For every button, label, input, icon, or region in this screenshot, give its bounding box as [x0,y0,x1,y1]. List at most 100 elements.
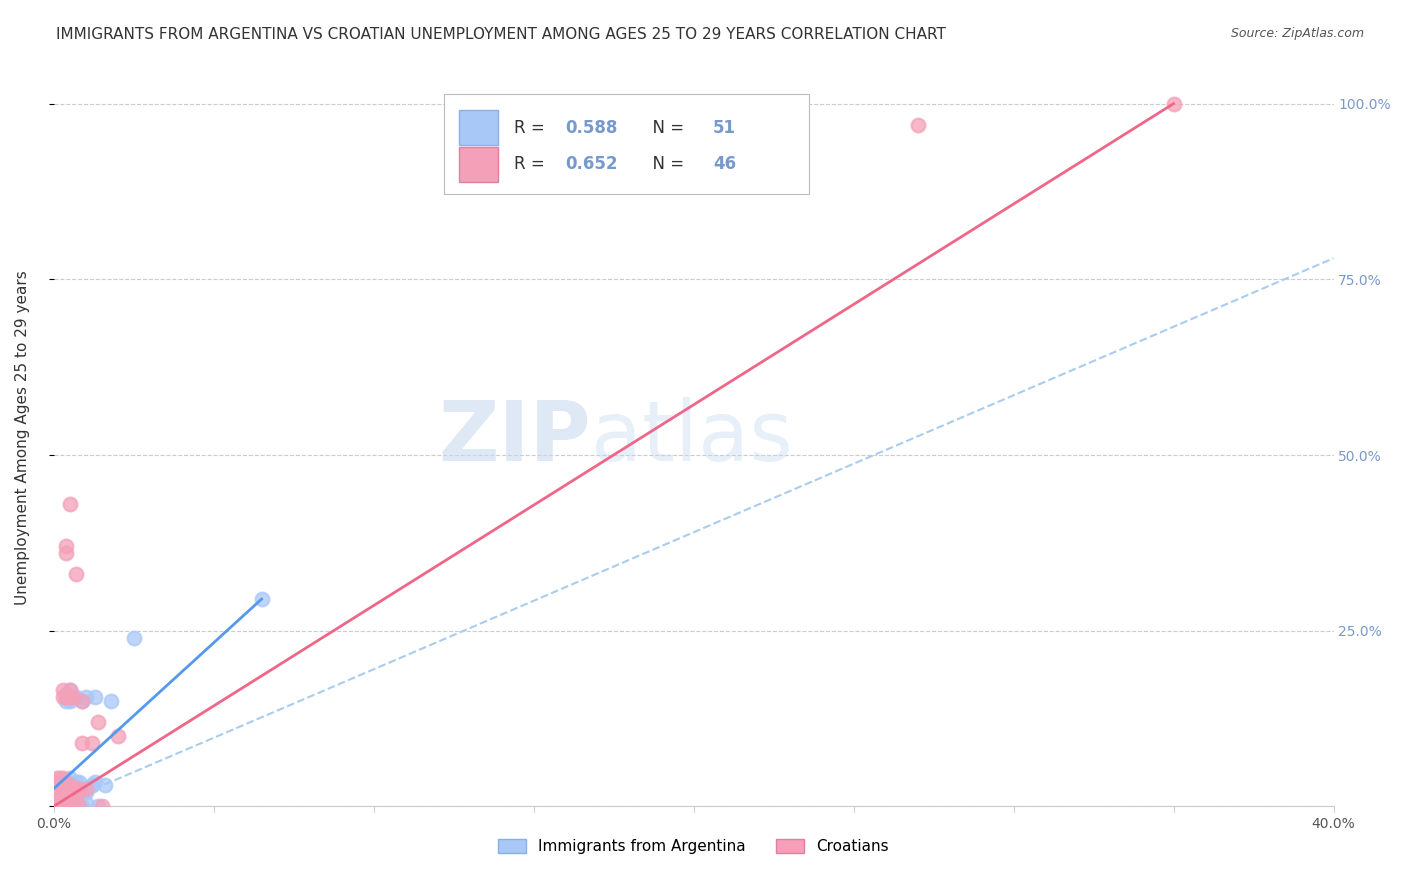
Point [907,118,929,132]
Point [52,781,75,796]
Point [42,799,65,814]
Point [59,778,82,792]
Point [52,683,75,698]
Point [52,799,75,814]
Point [250,592,273,607]
Point [65,789,87,803]
Point [52,789,75,803]
Text: R =: R = [515,119,550,136]
FancyBboxPatch shape [444,95,808,194]
Point [49,792,72,806]
Text: 46: 46 [713,155,735,173]
Point [55,792,77,806]
Point [59,683,82,698]
Text: IMMIGRANTS FROM ARGENTINA VS CROATIAN UNEMPLOYMENT AMONG AGES 25 TO 29 YEARS COR: IMMIGRANTS FROM ARGENTINA VS CROATIAN UN… [56,27,946,42]
Point [72,799,94,814]
Point [45,796,67,810]
Y-axis label: Unemployment Among Ages 25 to 29 years: Unemployment Among Ages 25 to 29 years [15,270,30,605]
Point [87,799,110,814]
Point [55,799,77,814]
Point [45,799,67,814]
Point [67,781,90,796]
Point [72,694,94,708]
Point [65,799,87,814]
Point [84,690,107,705]
Point [52,785,75,799]
Point [49,799,72,814]
Point [52,792,75,806]
Point [59,497,82,511]
Point [52,690,75,705]
Point [62,785,84,799]
Text: 0.652: 0.652 [565,155,619,173]
Point [55,540,77,554]
Point [65,785,87,799]
Text: 0.588: 0.588 [565,119,619,136]
Point [100,694,122,708]
Point [1163,96,1185,111]
Point [65,781,87,796]
Point [55,690,77,705]
Point [72,736,94,750]
Point [62,796,84,810]
Point [59,796,82,810]
Point [55,694,77,708]
Point [52,799,75,814]
Point [59,789,82,803]
Point [55,796,77,810]
Point [65,690,87,705]
Bar [460,110,498,145]
Text: 51: 51 [713,119,735,136]
Point [45,799,67,814]
Point [49,771,72,785]
Point [59,799,82,814]
Point [72,785,94,799]
Point [49,785,72,799]
Point [55,687,77,701]
Point [55,778,77,792]
Point [80,778,103,792]
Point [59,799,82,814]
Point [67,796,90,810]
Point [62,781,84,796]
Point [55,781,77,796]
Bar [460,146,498,182]
Point [59,690,82,705]
Text: Source: ZipAtlas.com: Source: ZipAtlas.com [1230,27,1364,40]
Point [72,694,94,708]
Point [84,774,107,789]
Point [45,771,67,785]
Point [52,778,75,792]
Point [67,799,90,814]
Point [59,694,82,708]
Point [55,546,77,560]
Point [80,736,103,750]
Point [52,796,75,810]
Text: R =: R = [515,155,550,173]
Text: ZIP: ZIP [439,397,591,478]
Point [67,781,90,796]
Point [59,771,82,785]
Point [59,785,82,799]
Point [55,792,77,806]
Point [59,683,82,698]
Point [42,799,65,814]
Point [62,690,84,705]
Point [62,799,84,814]
Point [65,792,87,806]
Point [49,785,72,799]
Point [59,778,82,792]
Point [62,778,84,792]
Point [62,781,84,796]
Point [122,631,145,645]
Point [90,799,112,814]
Point [55,799,77,814]
Point [55,789,77,803]
Point [87,714,110,729]
Point [49,778,72,792]
Point [59,781,82,796]
Point [75,785,97,799]
Point [94,778,117,792]
Point [49,799,72,814]
Text: N =: N = [643,155,690,173]
